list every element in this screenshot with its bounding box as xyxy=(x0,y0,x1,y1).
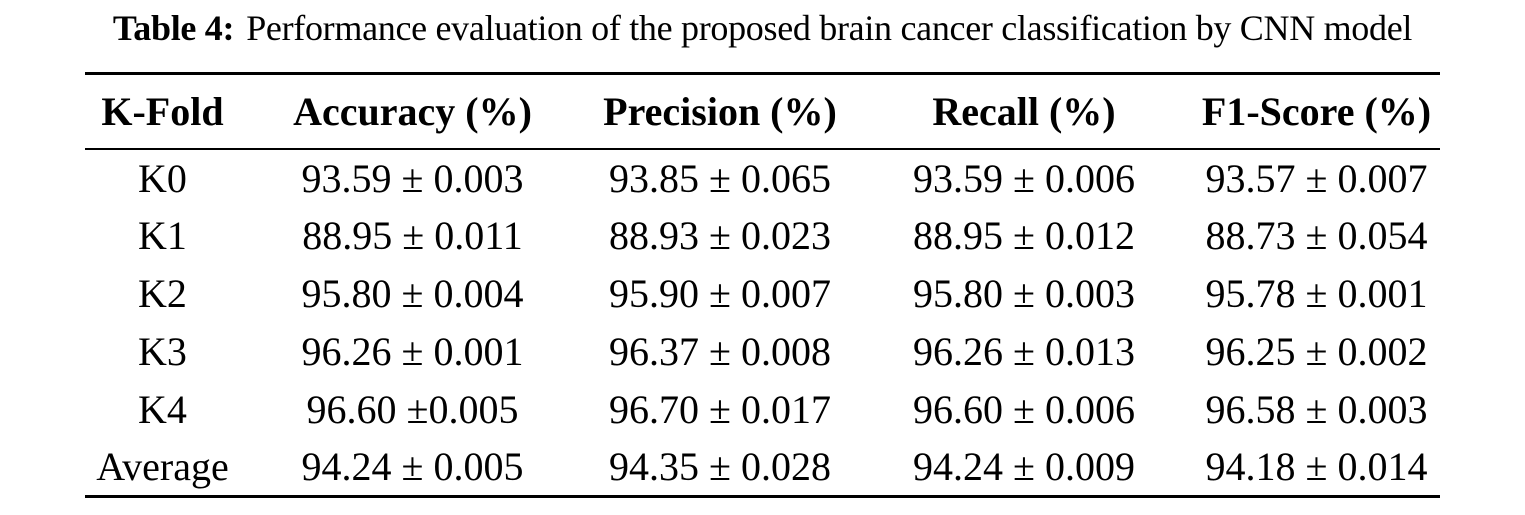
table-row-k3: K3 96.26 ± 0.001 96.37 ± 0.008 96.26 ± 0… xyxy=(85,323,1440,381)
table-cell: 93.59 ± 0.003 xyxy=(301,155,524,201)
column-header-recall: Recall (%) xyxy=(855,73,1193,150)
table-cell: 95.80 ± 0.004 xyxy=(301,271,524,316)
table-cell: K1 xyxy=(138,213,187,258)
table-cell: 94.18 ± 0.014 xyxy=(1205,444,1428,490)
table-cell: K2 xyxy=(138,271,187,316)
table-cell: 93.57 ± 0.007 xyxy=(1205,155,1428,201)
table-cell: 88.93 ± 0.023 xyxy=(609,213,831,258)
table-cell: 96.37 ± 0.008 xyxy=(609,329,831,374)
table-cell: 95.78 ± 0.001 xyxy=(1205,271,1428,316)
table-cell: 94.24 ± 0.009 xyxy=(913,444,1135,490)
table-row-k0: K0 93.59 ± 0.003 93.85 ± 0.065 93.59 ± 0… xyxy=(85,149,1440,207)
table-cell: 96.58 ± 0.003 xyxy=(1205,387,1428,432)
header-row: K-Fold Accuracy (%) Precision (%) Recall… xyxy=(85,73,1440,150)
table-cell: 96.70 ± 0.017 xyxy=(609,387,831,432)
table-caption-label: Table 4: xyxy=(112,8,235,48)
table-cell: 96.60 ± 0.006 xyxy=(913,387,1135,432)
table-cell: 96.60 ±0.005 xyxy=(306,387,519,432)
table-cell: K0 xyxy=(138,155,187,201)
table-cell: 95.80 ± 0.003 xyxy=(913,271,1135,316)
performance-table: K-Fold Accuracy (%) Precision (%) Recall… xyxy=(85,72,1440,498)
table-cell: 93.85 ± 0.065 xyxy=(609,155,831,201)
table-cell: 94.24 ± 0.005 xyxy=(301,444,524,490)
table-cell: 96.26 ± 0.001 xyxy=(301,329,524,374)
table-row-k4: K4 96.60 ±0.005 96.70 ± 0.017 96.60 ± 0.… xyxy=(85,381,1440,439)
table-cell: 95.90 ± 0.007 xyxy=(609,271,831,316)
table-cell: 88.73 ± 0.054 xyxy=(1205,213,1428,258)
table-cell: 96.25 ± 0.002 xyxy=(1205,329,1428,374)
table-row-k2: K2 95.80 ± 0.004 95.90 ± 0.007 95.80 ± 0… xyxy=(85,265,1440,323)
table-cell: 93.59 ± 0.006 xyxy=(913,155,1135,201)
table-cell: 96.26 ± 0.013 xyxy=(913,329,1135,374)
column-header-kfold: K-Fold xyxy=(85,73,240,150)
table-cell: K4 xyxy=(138,387,187,432)
table-cell: Average xyxy=(96,444,229,490)
column-header-f1score: F1-Score (%) xyxy=(1193,73,1440,150)
table-row-average: Average 94.24 ± 0.005 94.35 ± 0.028 94.2… xyxy=(85,439,1440,497)
column-header-precision: Precision (%) xyxy=(585,73,855,150)
table-cell: 94.35 ± 0.028 xyxy=(609,444,831,490)
table-caption-text: Performance evaluation of the proposed b… xyxy=(246,8,1413,48)
table-cell: 88.95 ± 0.011 xyxy=(302,213,523,258)
table-caption: Table 4: Performance evaluation of the pr… xyxy=(0,4,1525,52)
table-cell: K3 xyxy=(138,329,187,374)
column-header-accuracy: Accuracy (%) xyxy=(240,73,585,150)
table-cell: 88.95 ± 0.012 xyxy=(913,213,1135,258)
table-row-k1: K1 88.95 ± 0.011 88.93 ± 0.023 88.95 ± 0… xyxy=(85,207,1440,265)
